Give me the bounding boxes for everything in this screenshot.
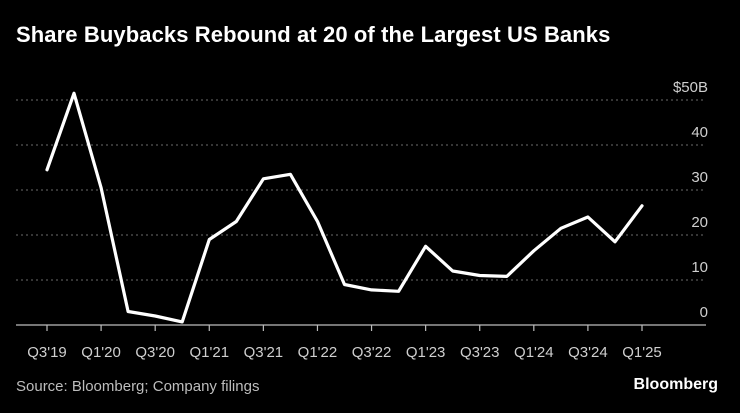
x-tick-label: Q3'23	[460, 344, 500, 361]
grid-layer	[16, 99, 706, 281]
y-tick-label-50: $50B	[673, 79, 708, 96]
bloomberg-logo: Bloomberg	[633, 376, 718, 393]
x-tick-label: Q1'21	[189, 344, 229, 361]
series-layer	[45, 91, 644, 324]
x-tick-label: Q3'22	[352, 344, 392, 361]
x-tick-label: Q1'22	[298, 344, 338, 361]
y-tick-label-30: 30	[691, 169, 708, 186]
x-tick-label: Q3'20	[135, 344, 175, 361]
x-tick-label: Q3'24	[568, 344, 608, 361]
y-tick-label-40: 40	[691, 124, 708, 141]
x-tick-label: Q1'25	[622, 344, 662, 361]
y-tick-label-10: 10	[691, 259, 708, 276]
x-tick-label: Q1'23	[406, 344, 446, 361]
chart-title: Share Buybacks Rebound at 20 of the Larg…	[16, 22, 611, 47]
x-tick-label: Q3'21	[244, 344, 284, 361]
x-tick-label: Q3'19	[27, 344, 67, 361]
x-tick-label: Q1'24	[514, 344, 554, 361]
series-line-0	[45, 91, 644, 324]
x-tick-label: Q1'20	[81, 344, 121, 361]
tick-labels: 0 10 20 30 40 $50B Q3'19 Q1'20 Q3'20 Q1'21 Q3'21 Q1…	[27, 79, 708, 361]
x-axis	[16, 324, 706, 331]
y-tick-label-0: 0	[700, 304, 708, 321]
y-tick-label-20: 20	[691, 214, 708, 231]
source-note: Source: Bloomberg; Company filings	[16, 378, 260, 395]
